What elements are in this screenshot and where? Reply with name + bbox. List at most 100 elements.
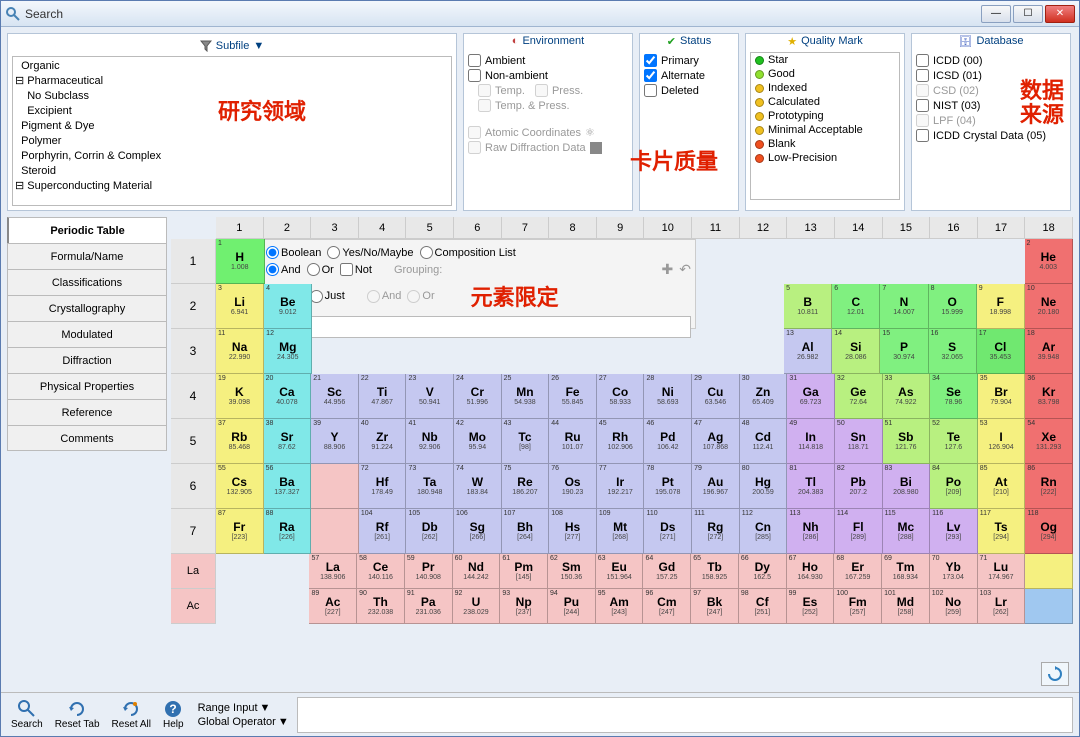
search-button[interactable]: Search — [7, 697, 47, 732]
alternate-checkbox[interactable]: Alternate — [644, 69, 734, 82]
element-cell-Ag[interactable]: 47Ag107.868 — [692, 419, 740, 464]
element-cell-Fe[interactable]: 26Fe55.845 — [549, 374, 597, 419]
sidebar-tab[interactable]: Reference — [7, 399, 167, 425]
element-cell-No[interactable]: 102No[259] — [930, 589, 978, 624]
element-cell-Br[interactable]: 35Br79.904 — [978, 374, 1026, 419]
element-cell-Er[interactable]: 68Er167.259 — [834, 554, 882, 589]
element-cell-Al[interactable]: 13Al26.982 — [784, 329, 832, 374]
element-cell-Dy[interactable]: 66Dy162.5 — [739, 554, 787, 589]
element-cell-K[interactable]: 19K39.098 — [216, 374, 264, 419]
element-cell-Tc[interactable]: 43Tc[98] — [502, 419, 550, 464]
global-operator-selector[interactable]: Global Operator ▼ — [198, 716, 289, 728]
element-cell-Y[interactable]: 39Y88.906 — [311, 419, 359, 464]
element-cell-Be[interactable]: 4Be9.012 — [264, 284, 312, 329]
element-cell-Cl[interactable]: 17Cl35.453 — [977, 329, 1025, 374]
element-cell-Fr[interactable]: 87Fr[223] — [216, 509, 264, 554]
element-cell-Hs[interactable]: 108Hs[277] — [549, 509, 597, 554]
element-cell-Bi[interactable]: 83Bi208.980 — [883, 464, 931, 509]
element-cell-La[interactable]: 57La138.906 — [309, 554, 357, 589]
element-cell-B[interactable]: 5B10.811 — [784, 284, 832, 329]
primary-checkbox[interactable]: Primary — [644, 54, 734, 67]
element-cell-Se[interactable]: 34Se78.96 — [930, 374, 978, 419]
minimize-button[interactable]: — — [981, 5, 1011, 23]
element-cell-Og[interactable]: 118Og[294] — [1025, 509, 1073, 554]
element-cell-Rg[interactable]: 111Rg[272] — [692, 509, 740, 554]
element-cell-Ni[interactable]: 28Ni58.693 — [644, 374, 692, 419]
sidebar-tab[interactable]: Classifications — [7, 269, 167, 295]
element-cell-Os[interactable]: 76Os190.23 — [549, 464, 597, 509]
quality-item[interactable]: Calculated — [751, 95, 899, 109]
element-cell-Po[interactable]: 84Po[209] — [930, 464, 978, 509]
element-cell-Si[interactable]: 14Si28.086 — [832, 329, 880, 374]
element-cell-Rh[interactable]: 45Rh102.906 — [597, 419, 645, 464]
element-cell-Am[interactable]: 95Am[243] — [596, 589, 644, 624]
element-cell-Pt[interactable]: 78Pt195.078 — [644, 464, 692, 509]
element-cell-Ts[interactable]: 117Ts[294] — [978, 509, 1026, 554]
quality-item[interactable]: Good — [751, 67, 899, 81]
element-cell-Au[interactable]: 79Au196.967 — [692, 464, 740, 509]
sidebar-tab[interactable]: Crystallography — [7, 295, 167, 321]
quality-item[interactable]: Low-Precision — [751, 151, 899, 165]
element-cell-He[interactable]: 2He4.003 — [1025, 239, 1074, 284]
element-cell-Hg[interactable]: 80Hg200.59 — [740, 464, 788, 509]
element-cell-Te[interactable]: 52Te127.6 — [930, 419, 978, 464]
element-cell-Db[interactable]: 105Db[262] — [406, 509, 454, 554]
sidebar-tab[interactable]: Physical Properties — [7, 373, 167, 399]
reset-all-button[interactable]: Reset All — [108, 697, 155, 732]
element-cell-Ir[interactable]: 77Ir192.217 — [597, 464, 645, 509]
element-cell-Es[interactable]: 99Es[252] — [787, 589, 835, 624]
tree-item[interactable]: Excipient — [15, 104, 449, 119]
element-cell-Cm[interactable]: 96Cm[247] — [643, 589, 691, 624]
element-cell-Ar[interactable]: 18Ar39.948 — [1025, 329, 1073, 374]
element-cell-Ga[interactable]: 31Ga69.723 — [787, 374, 835, 419]
sidebar-tab[interactable]: Periodic Table — [7, 217, 167, 243]
element-cell-Fl[interactable]: 114Fl[289] — [835, 509, 883, 554]
element-cell-Nh[interactable]: 113Nh[286] — [787, 509, 835, 554]
element-cell-Ds[interactable]: 110Ds[271] — [644, 509, 692, 554]
element-cell-Sb[interactable]: 51Sb121.76 — [883, 419, 931, 464]
element-cell-Mo[interactable]: 42Mo95.94 — [454, 419, 502, 464]
tree-item[interactable]: ⊟ Pharmaceutical — [15, 74, 449, 89]
element-cell-As[interactable]: 33As74.922 — [883, 374, 931, 419]
element-cell-Mc[interactable]: 115Mc[288] — [883, 509, 931, 554]
element-cell-Ba[interactable]: 56Ba137.327 — [264, 464, 312, 509]
element-cell-Nb[interactable]: 41Nb92.906 — [406, 419, 454, 464]
close-button[interactable]: ✕ — [1045, 5, 1075, 23]
quality-item[interactable]: Blank — [751, 137, 899, 151]
element-cell-W[interactable]: 74W183.84 — [454, 464, 502, 509]
element-cell-Zr[interactable]: 40Zr91.224 — [359, 419, 407, 464]
element-cell-U[interactable]: 92U238.029 — [453, 589, 501, 624]
element-cell-Lv[interactable]: 116Lv[293] — [930, 509, 978, 554]
tree-item[interactable]: No Subclass — [15, 89, 449, 104]
element-cell-Eu[interactable]: 63Eu151.964 — [596, 554, 644, 589]
quality-item[interactable]: Prototyping — [751, 109, 899, 123]
element-cell-Kr[interactable]: 36Kr83.798 — [1025, 374, 1073, 419]
element-cell-V[interactable]: 23V50.941 — [406, 374, 454, 419]
element-cell-Ac[interactable]: 89Ac[227] — [309, 589, 357, 624]
element-cell-Lr[interactable]: 103Lr[262] — [978, 589, 1026, 624]
help-button[interactable]: ?Help — [159, 697, 188, 732]
subfile-tree[interactable]: Organic⊟ Pharmaceutical No Subclass Exci… — [12, 56, 452, 206]
element-cell-Tm[interactable]: 69Tm168.934 — [882, 554, 930, 589]
element-cell-Nd[interactable]: 60Nd144.242 — [453, 554, 501, 589]
element-cell-Pr[interactable]: 59Pr140.908 — [405, 554, 453, 589]
tree-item[interactable]: Pigment & Dye — [15, 119, 449, 134]
element-cell-Ti[interactable]: 22Ti47.867 — [359, 374, 407, 419]
element-cell-Mg[interactable]: 12Mg24.305 — [264, 329, 312, 374]
element-cell-Tl[interactable]: 81Tl204.383 — [787, 464, 835, 509]
element-cell-Re[interactable]: 75Re186.207 — [502, 464, 550, 509]
element-cell-Mn[interactable]: 25Mn54.938 — [502, 374, 550, 419]
element-cell-Xe[interactable]: 54Xe131.293 — [1025, 419, 1073, 464]
element-cell-Zn[interactable]: 30Zn65.409 — [740, 374, 788, 419]
sidebar-tab[interactable]: Formula/Name — [7, 243, 167, 269]
database-checkbox[interactable]: ICSD (01) — [916, 69, 1066, 82]
element-cell-Ge[interactable]: 32Ge72.64 — [835, 374, 883, 419]
element-cell-Pu[interactable]: 94Pu[244] — [548, 589, 596, 624]
database-checkbox[interactable]: NIST (03) — [916, 99, 1066, 112]
element-cell-C[interactable]: 6C12.01 — [832, 284, 880, 329]
element-cell-Li[interactable]: 3Li6.941 — [216, 284, 264, 329]
tree-item[interactable]: Steroid — [15, 164, 449, 179]
element-cell-Ne[interactable]: 10Ne20.180 — [1025, 284, 1073, 329]
element-cell-Tb[interactable]: 65Tb158.925 — [691, 554, 739, 589]
element-cell-Sc[interactable]: 21Sc44.956 — [311, 374, 359, 419]
